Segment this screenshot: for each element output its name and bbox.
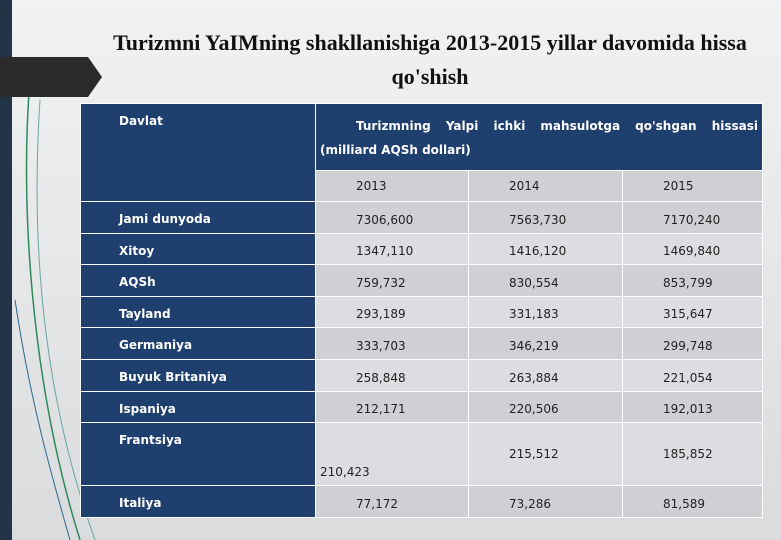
table-row: Xitoy 1347,110 1416,120 1469,840	[80, 232, 763, 266]
measure-header: Turizmning Yalpi ichki mahsulotga qo'shg…	[315, 103, 763, 171]
table-row: AQSh 759,732 830,554 853,799	[80, 264, 763, 297]
data-table: Davlat Turizmning Yalpi ichki mahsulotga…	[80, 103, 763, 518]
value-cell: 258,848	[315, 358, 469, 392]
years-row: 2013 2014 2015	[81, 170, 763, 202]
country-cell: Buyuk Britaniya	[80, 358, 316, 392]
value-cell: 1347,110	[315, 232, 469, 266]
value-cell: 7306,600	[315, 201, 469, 234]
value-cell: 1416,120	[468, 232, 623, 266]
value-cell: 73,286	[468, 485, 623, 518]
year-header: 2013	[315, 170, 469, 202]
value-cell: 7170,240	[622, 201, 763, 234]
value-cell: 81,589	[622, 485, 763, 518]
value-cell: 333,703	[315, 327, 469, 360]
value-cell: 853,799	[622, 264, 763, 297]
value-cell: 331,183	[468, 295, 623, 329]
side-strip	[0, 0, 12, 540]
value-cell: 212,171	[315, 390, 469, 424]
table-row: Germaniya 333,703 346,219 299,748	[80, 327, 763, 360]
country-cell: AQSh	[80, 264, 316, 297]
value-cell: 1469,840	[622, 232, 763, 266]
table-row: Italiya 77,172 73,286 81,589	[80, 485, 763, 518]
table-row: Buyuk Britaniya 258,848 263,884 221,054	[80, 358, 763, 392]
value-cell: 77,172	[315, 485, 469, 518]
value-cell: 759,732	[315, 264, 469, 297]
value-cell: 185,852	[622, 422, 763, 487]
table-body: Davlat Turizmning Yalpi ichki mahsulotga…	[80, 103, 763, 518]
value-cell: 263,884	[468, 358, 623, 392]
country-cell: Germaniya	[80, 327, 316, 360]
value-cell: 215,512	[468, 422, 623, 487]
country-cell: Ispaniya	[80, 390, 316, 424]
year-header: 2015	[622, 170, 763, 202]
year-header: 2014	[468, 170, 623, 202]
value-cell: 221,054	[622, 358, 763, 392]
value-cell: 192,013	[622, 390, 763, 424]
value-cell: 210,423	[315, 422, 469, 487]
decoration	[14, 79, 96, 540]
country-header: Davlat	[80, 103, 316, 202]
arrow-shape	[0, 57, 102, 97]
table-row: Ispaniya 212,171 220,506 192,013	[80, 390, 763, 424]
value-cell: 293,189	[315, 295, 469, 329]
title: Turizmni YaIMning shakllanishiga 2013-20…	[113, 30, 747, 89]
table-row: Tayland 293,189 331,183 315,647	[80, 295, 763, 329]
country-cell: Frantsiya	[80, 422, 316, 487]
value-cell: 299,748	[622, 327, 763, 360]
country-cell: Jami dunyoda	[80, 201, 316, 234]
country-cell: Tayland	[80, 295, 316, 329]
table-row: Jami dunyoda 7306,600 7563,730 7170,240	[80, 201, 763, 234]
value-cell: 315,647	[622, 295, 763, 329]
country-cell: Italiya	[80, 485, 316, 518]
header-row: Davlat Turizmning Yalpi ichki mahsulotga…	[80, 103, 763, 202]
value-cell: 830,554	[468, 264, 623, 297]
country-cell: Xitoy	[80, 232, 316, 266]
value-cell: 346,219	[468, 327, 623, 360]
value-cell: 7563,730	[468, 201, 623, 234]
value-cell: 220,506	[468, 390, 623, 424]
table-row: Frantsiya 210,423 215,512 185,852	[80, 422, 763, 487]
